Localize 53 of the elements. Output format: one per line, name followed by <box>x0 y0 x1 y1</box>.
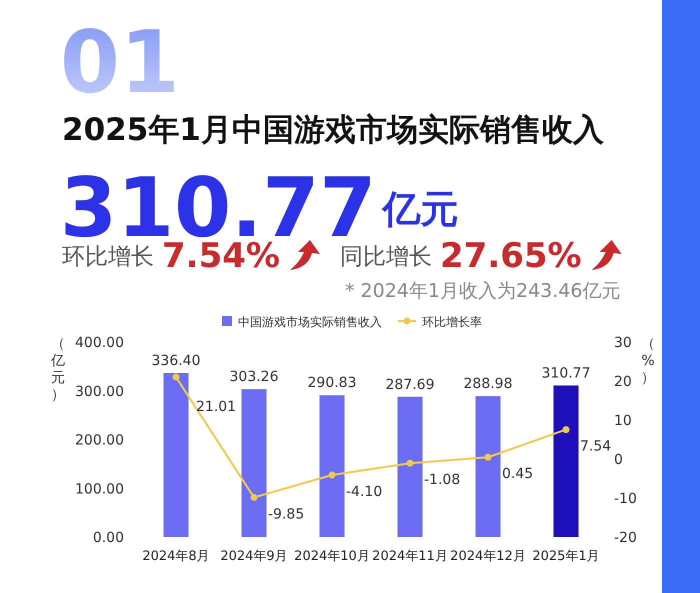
x-tick-label: 2024年8月 <box>142 549 210 564</box>
data-label: 336.40 <box>152 353 200 370</box>
y2-axis-title: （%） <box>641 336 655 386</box>
y2-tick-label: -10 <box>614 491 637 507</box>
data-label: 290.83 <box>308 375 356 392</box>
legend-label: 中国游戏市场实际销售收入 <box>238 315 382 329</box>
data-label: 288.98 <box>464 376 512 392</box>
text: 7.54% <box>162 236 280 276</box>
text: 27.65% <box>440 236 582 276</box>
data-label: -9.85 <box>268 506 304 522</box>
x-tick-label: 2024年9月 <box>220 549 288 564</box>
y-tick-label: 0.00 <box>92 530 124 546</box>
text: 同比增长 <box>340 244 432 270</box>
y-tick-label: 200.00 <box>75 432 124 448</box>
y-axis-title: （亿元） <box>50 336 65 403</box>
x-tick-label: 2024年11月 <box>372 549 448 564</box>
bar <box>476 396 500 537</box>
y-tick-label: 400.00 <box>75 335 124 351</box>
x-tick-label: 2025年1月 <box>532 549 600 564</box>
point <box>250 494 258 501</box>
x-tick-label: 2024年10月 <box>294 549 370 564</box>
data-label: -1.08 <box>424 472 460 488</box>
y2-tick-label: 30 <box>614 335 632 351</box>
y2-tick-label: 10 <box>614 413 632 429</box>
bar <box>164 373 188 537</box>
chart-title: 2025年1月中国游戏市场实际销售收入 <box>62 112 605 148</box>
point <box>562 426 570 434</box>
y2-tick-label: 0 <box>614 452 623 468</box>
bar <box>398 396 422 537</box>
data-label: 21.01 <box>196 399 236 416</box>
bar <box>242 389 266 537</box>
legend-label: 环比增长率 <box>422 315 482 329</box>
data-label: 303.26 <box>230 369 279 386</box>
point <box>406 460 414 467</box>
point <box>172 374 180 381</box>
point <box>484 454 492 461</box>
bar <box>554 386 578 537</box>
x-tick-label: 2024年12月 <box>450 549 526 564</box>
text: 01 <box>60 13 180 113</box>
y-tick-label: 100.00 <box>75 481 124 498</box>
text: * 2024年1月收入为243.46亿元 <box>345 280 620 302</box>
y2-tick-label: 20 <box>614 374 632 390</box>
bar <box>320 395 344 537</box>
text: 亿元 <box>380 187 458 231</box>
y2-tick-label: -20 <box>614 530 637 546</box>
data-label: 287.69 <box>386 376 434 393</box>
data-label: 7.54 <box>580 438 612 455</box>
y-tick-label: 300.00 <box>75 384 124 400</box>
data-label: 310.77 <box>542 366 590 382</box>
text: 环比增长 <box>62 244 154 270</box>
data-label: -4.10 <box>346 484 382 500</box>
data-label: 0.45 <box>502 466 534 482</box>
point <box>328 471 336 478</box>
